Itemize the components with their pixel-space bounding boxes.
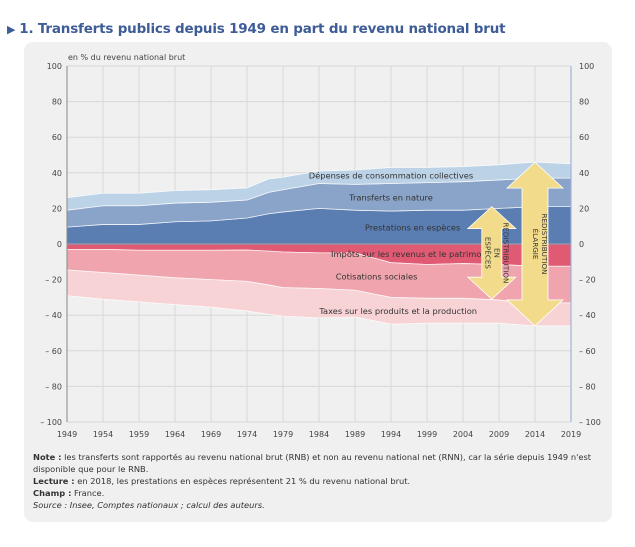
double-arrow [505, 161, 565, 327]
source-text: Source : Insee, Comptes nationaux ; calc… [33, 500, 265, 510]
arrow-label: ÉLARGIE [531, 229, 540, 260]
champ-text: France. [71, 488, 105, 498]
y-tick-label-left: – 60 [45, 347, 62, 356]
chart-title: ▶ 1. Transferts publics depuis 1949 en pa… [7, 21, 506, 37]
notes: Note : les transferts sont rapportés au … [33, 451, 603, 511]
y-tick-label-right: – 80 [579, 382, 596, 391]
x-tick-label: 2014 [525, 430, 545, 439]
x-tick-label: 2009 [489, 430, 509, 439]
chart-title-text: 1. Transferts publics depuis 1949 en par… [19, 21, 506, 37]
x-tick-label: 2019 [561, 430, 581, 439]
x-tick-label: 1989 [345, 430, 365, 439]
arrow-label: ESPÈCES [483, 237, 492, 270]
y-axis-label: en % du revenu national brut [68, 53, 185, 62]
series-label: Taxes sur les produits et la production [318, 306, 477, 316]
y-tick-label-right: – 60 [579, 347, 596, 356]
x-tick-label: 1984 [309, 430, 329, 439]
series-label: Prestations en espèces [365, 222, 461, 232]
y-tick-label-right: – 40 [579, 311, 596, 320]
y-tick-label-right: 20 [579, 204, 589, 213]
series-label: Transferts en nature [348, 192, 433, 202]
y-tick-label-left: – 20 [45, 276, 62, 285]
arrow-label: REDISTRIBUTION [540, 214, 549, 275]
note-text: les transferts sont rapportés au revenu … [33, 452, 592, 474]
y-tick-label-left: 20 [52, 204, 62, 213]
series-label: Dépenses de consommation collectives [309, 170, 473, 180]
double-arrow [466, 206, 517, 300]
y-tick-label-right: 40 [579, 169, 589, 178]
y-tick-label-left: 100 [47, 62, 62, 71]
y-tick-label-left: – 80 [45, 382, 62, 391]
arrow-label: EN [492, 248, 501, 258]
series-labels: Prestations en espèces Transferts en natu… [309, 170, 494, 315]
y-tick-label-left: 40 [52, 169, 62, 178]
x-tick-label: 1964 [165, 430, 185, 439]
arrow-label: REDISTRIBUTION [501, 222, 510, 283]
lecture-text: en 2018, les prestations en espèces repr… [74, 476, 411, 486]
series-label: Impôts sur les revenus et le patrimoine [331, 249, 494, 259]
series-label: Cotisations sociales [336, 272, 418, 282]
x-tick-label: 1999 [417, 430, 437, 439]
y-tick-label-left: 80 [52, 98, 62, 107]
champ-label: Champ : [33, 488, 72, 498]
x-tick-label: 1974 [237, 430, 257, 439]
y-tick-label-left: – 100 [40, 418, 62, 427]
x-tick-label: 2004 [453, 430, 473, 439]
y-tick-label-right: 80 [579, 98, 589, 107]
y-tick-label-right: 0 [579, 240, 584, 249]
triangle-bullet-icon: ▶ [7, 23, 16, 36]
y-tick-label-left: 60 [52, 133, 62, 142]
y-tick-label-right: – 100 [579, 418, 601, 427]
y-tick-label-left: 0 [57, 240, 62, 249]
x-tick-label: 1949 [57, 430, 77, 439]
x-tick-label: 1994 [381, 430, 401, 439]
y-tick-label-left: – 40 [45, 311, 62, 320]
y-tick-label-right: – 20 [579, 276, 596, 285]
x-tick-label: 1979 [273, 430, 293, 439]
note-label: Note : [33, 452, 62, 462]
x-tick-label: 1959 [129, 430, 149, 439]
lecture-label: Lecture : [33, 476, 75, 486]
x-tick-label: 1969 [201, 430, 221, 439]
x-tick-label: 1954 [93, 430, 113, 439]
y-tick-label-right: 100 [579, 62, 594, 71]
y-tick-label-right: 60 [579, 133, 589, 142]
